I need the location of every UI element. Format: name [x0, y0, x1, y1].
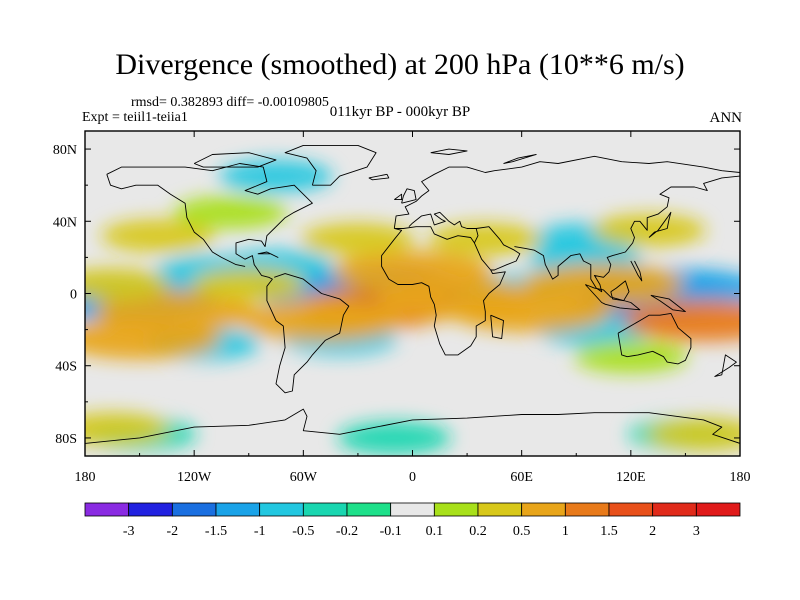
colorbar-swatch-11	[564, 502, 610, 517]
lon-label-4: 60E	[510, 470, 533, 485]
coastline-18	[714, 354, 737, 378]
colorbar-label-13: 3	[693, 524, 700, 539]
colorbar-swatch-14	[695, 502, 741, 517]
coastlines	[85, 144, 740, 444]
coastline-7	[514, 175, 740, 293]
lon-label-6: 180	[730, 470, 751, 485]
colorbar-swatch-3	[215, 502, 261, 517]
lon-label-5: 120E	[616, 470, 646, 485]
coastline-0	[106, 163, 350, 394]
anomaly-cell-31	[428, 222, 543, 256]
anomaly-cell-36	[85, 412, 170, 446]
lat-label-0: 80N	[53, 143, 77, 158]
coastline-4	[381, 226, 506, 356]
lat-label-4: 80S	[55, 432, 77, 447]
colorbar-swatch-9	[477, 502, 523, 517]
coastline-3	[393, 155, 740, 229]
colorbar-swatch-1	[128, 502, 173, 517]
season-label: ANN	[709, 110, 743, 126]
colorbar-label-4: -0.5	[292, 524, 314, 539]
coastline-1	[106, 174, 246, 267]
coastline-9	[584, 284, 641, 311]
lon-label-0: 180	[75, 470, 96, 485]
anomaly-cell-28	[191, 268, 306, 301]
anomaly-cell-13	[219, 159, 333, 193]
anomaly-cell-30	[301, 222, 415, 256]
plot-title: Divergence (smoothed) at 200 hPa (10**6 …	[115, 48, 685, 81]
coastline-8	[617, 312, 692, 365]
coastline-12	[630, 260, 643, 282]
coastline-11	[650, 294, 686, 313]
colorbar-label-11: 1.5	[600, 524, 618, 539]
experiment-label: Expt = teiil1-teiia1	[82, 110, 188, 125]
coastline-23	[503, 154, 537, 164]
coastline-2	[284, 144, 377, 186]
anomaly-cell-26	[623, 299, 740, 342]
lon-label-3: 0	[409, 470, 416, 485]
coastline-5	[408, 211, 479, 244]
colorbar-swatch-4	[259, 502, 304, 517]
coastline-21	[194, 152, 277, 168]
lat-label-2: 0	[70, 288, 77, 303]
lon-label-1: 120W	[177, 470, 212, 485]
colorbar-swatch-2	[171, 502, 217, 517]
anomaly-cell-19	[85, 317, 220, 360]
colorbar-label-10: 1	[562, 524, 569, 539]
colorbar-label-12: 2	[649, 524, 656, 539]
coastline-14	[490, 314, 504, 340]
lat-label-3: 40S	[55, 360, 77, 375]
latitude-axis: 80N 40N 0 40S 80S	[53, 143, 740, 447]
anomaly-cell-25	[523, 263, 684, 306]
stats-label: rmsd= 0.382893 diff= -0.00109805	[131, 95, 329, 110]
anomaly-cell-32	[592, 213, 706, 247]
colorbar-swatch-13	[652, 502, 697, 517]
colorbar-swatch-6	[346, 502, 392, 517]
anomaly-cell-27	[241, 299, 402, 342]
anomaly-cell-33	[173, 195, 288, 229]
lat-label-1: 40N	[53, 215, 77, 230]
anomaly-cell-34	[574, 340, 688, 374]
colorbar-label-1: -2	[166, 524, 178, 539]
colorbar-label-7: 0.1	[426, 524, 444, 539]
colorbar-swatch-12	[608, 502, 654, 517]
coastline-15	[401, 188, 417, 204]
coastline-22	[430, 148, 468, 155]
colorbar: -3 -2 -1.5 -1 -0.5 -0.2 -0.1 0.1 0.2 0.5 1 1.5 2 3	[84, 502, 741, 539]
longitude-axis: 180 120W 60W 0 60E 120E 180	[75, 131, 751, 485]
coastline-17	[368, 173, 390, 181]
period-label: 011kyr BP - 000kyr BP	[329, 104, 471, 120]
colorbar-swatch-10	[521, 502, 566, 517]
colorbar-label-2: -1.5	[205, 524, 227, 539]
colorbar-swatch-7	[390, 502, 435, 517]
coastline-6	[476, 226, 521, 271]
coastline-16	[394, 193, 403, 201]
coastline-13	[648, 211, 672, 238]
map-area: 80N 40N 0 40S 80S 180 120W 60W 0 60E 120E 180	[53, 130, 751, 485]
colorbar-label-0: -3	[123, 524, 135, 539]
anomaly-cell-20	[85, 268, 170, 301]
colorbar-label-8: 0.2	[469, 524, 487, 539]
coastline-19	[257, 251, 279, 258]
colorbar-swatch-5	[302, 502, 348, 517]
coastline-10	[610, 280, 630, 302]
colorbar-label-6: -0.1	[380, 524, 402, 539]
coastline-20	[85, 408, 740, 444]
lon-label-2: 60W	[290, 470, 318, 485]
colorbar-label-3: -1	[254, 524, 266, 539]
colorbar-swatch-8	[433, 502, 479, 517]
colorbar-label-9: 0.5	[513, 524, 531, 539]
anomaly-cell-35	[646, 417, 740, 451]
anomaly-cell-29	[101, 219, 215, 253]
anomaly-cell-15	[337, 421, 452, 455]
colorbar-label-5: -0.2	[336, 524, 358, 539]
colorbar-swatch-0	[84, 502, 130, 517]
